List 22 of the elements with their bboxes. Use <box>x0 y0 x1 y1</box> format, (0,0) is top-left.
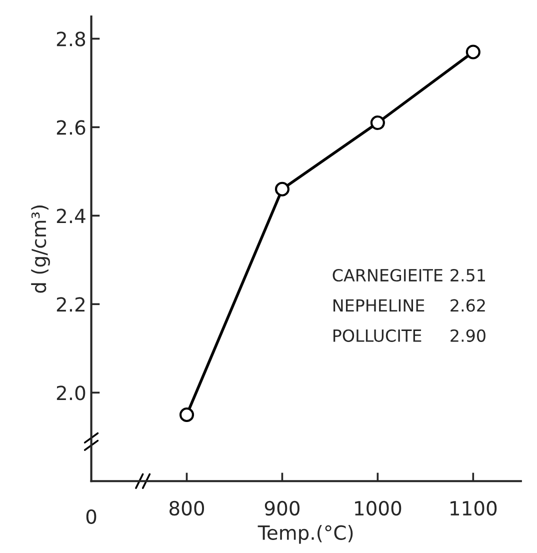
y-tick-label: 2.2 <box>56 297 84 312</box>
y-tick-label: 2.8 <box>56 32 86 46</box>
point <box>179 407 194 422</box>
point <box>370 115 385 130</box>
point <box>274 182 290 196</box>
x-tick-label: 1000 <box>355 500 402 516</box>
y-tick-label: 2.0 <box>56 386 86 400</box>
annotation: 2.51 <box>450 268 485 282</box>
x-tick-label: 1100 <box>450 500 497 516</box>
annotation: 2.62 <box>450 299 485 312</box>
y-tick-label: 2.4 <box>56 208 86 224</box>
annotation: CARNEGIEITE <box>332 268 442 282</box>
annotation: 2.90 <box>450 329 486 342</box>
annotation: NEPHELINE <box>334 299 424 312</box>
x-axis-title: Temp.(°C) <box>258 524 353 544</box>
y-tick-label: 2.6 <box>56 120 86 135</box>
x-tick-label: 800 <box>170 500 204 516</box>
text: 0 <box>86 509 96 524</box>
annotation: POLLUCITE <box>334 329 422 342</box>
y-axis-title: d (g/cm³) <box>31 206 50 293</box>
point <box>466 44 480 60</box>
x-tick-label: 900 <box>264 500 300 516</box>
